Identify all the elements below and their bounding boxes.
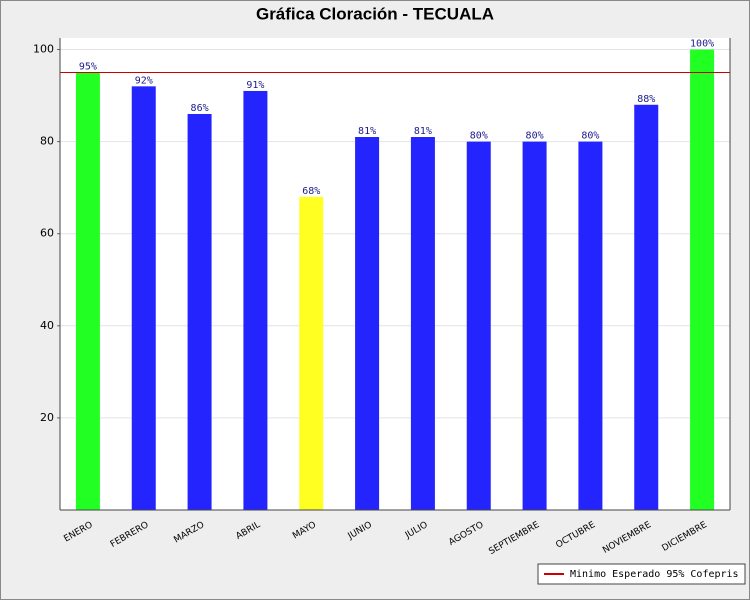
y-tick-label: 60 — [40, 227, 54, 240]
bar — [410, 137, 435, 510]
value-label: 80% — [526, 131, 544, 142]
bar — [522, 141, 547, 511]
bar — [466, 141, 491, 511]
value-label: 80% — [470, 131, 488, 142]
bar — [578, 141, 603, 511]
bar — [355, 137, 380, 510]
bar — [131, 86, 156, 510]
value-label: 81% — [358, 126, 376, 137]
value-label: 68% — [302, 186, 320, 197]
value-label: 100% — [690, 39, 714, 50]
y-tick-label: 20 — [40, 411, 54, 424]
chart-title: Gráfica Cloración - TECUALA — [256, 4, 494, 23]
legend-label: Minimo Esperado 95% Cofepris — [570, 569, 739, 580]
value-label: 81% — [414, 126, 432, 137]
value-label: 80% — [581, 131, 599, 142]
plot-area — [60, 38, 730, 510]
y-tick-label: 40 — [40, 319, 54, 332]
bar — [634, 104, 659, 511]
bar — [690, 49, 715, 510]
bar — [299, 196, 324, 510]
value-label: 92% — [135, 75, 153, 86]
y-tick-label: 80 — [40, 135, 54, 148]
y-tick-label: 100 — [33, 43, 54, 56]
value-label: 91% — [246, 80, 264, 91]
legend-box — [537, 563, 746, 585]
value-label: 88% — [637, 94, 655, 105]
bar — [75, 72, 100, 510]
bar — [243, 90, 268, 510]
bar — [187, 113, 212, 511]
value-label: 95% — [79, 62, 97, 73]
value-label: 86% — [191, 103, 209, 114]
